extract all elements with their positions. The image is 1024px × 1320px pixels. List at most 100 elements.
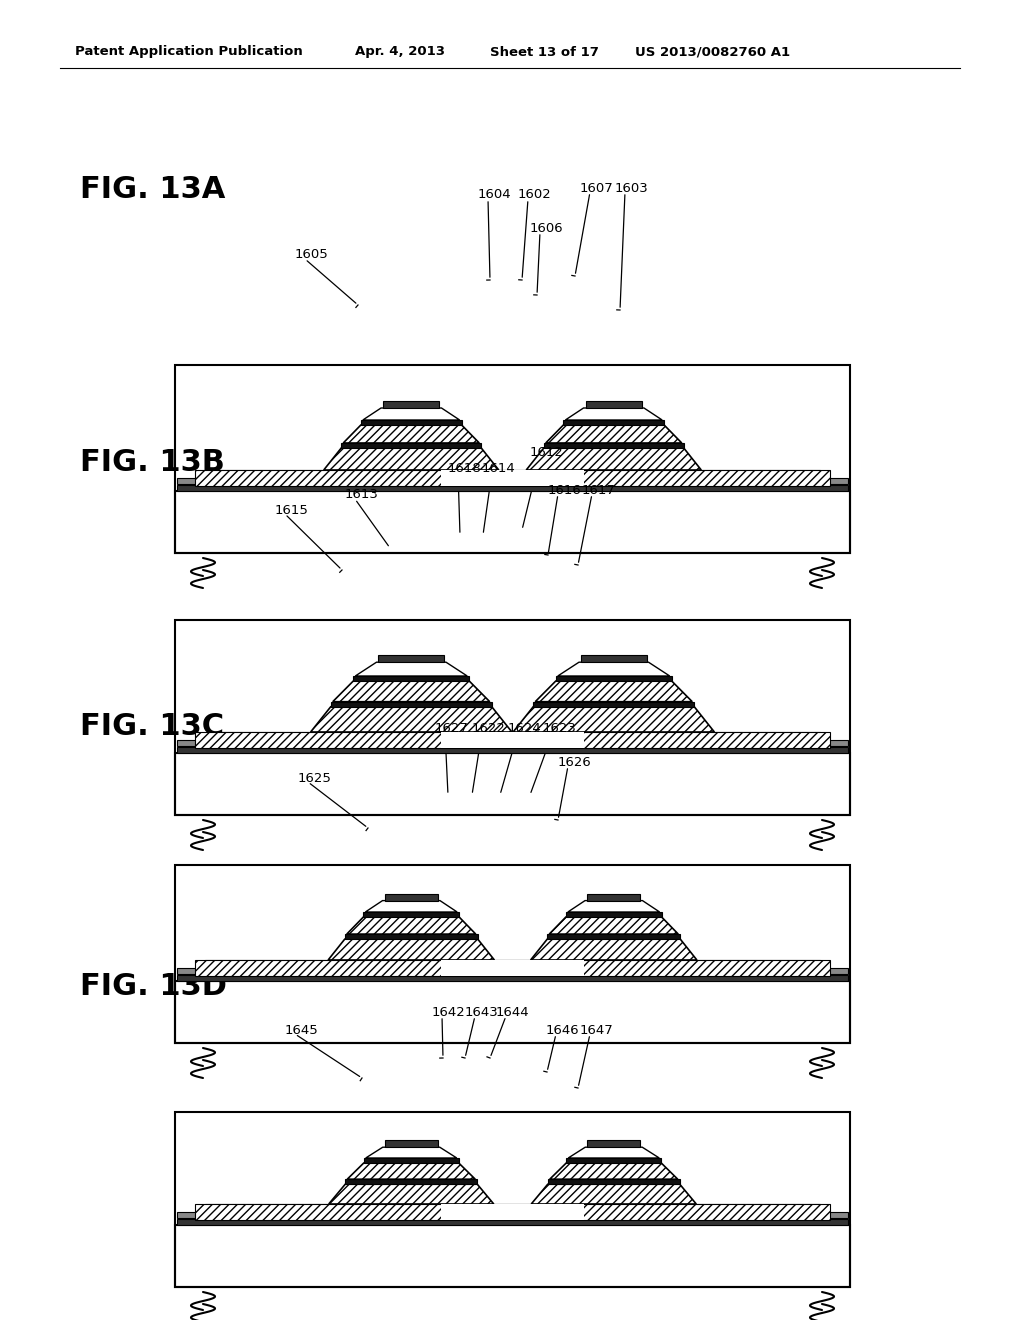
- Text: 1614: 1614: [482, 462, 516, 474]
- Bar: [360, 420, 462, 425]
- Text: 1627: 1627: [435, 722, 469, 734]
- Text: 1626: 1626: [558, 755, 592, 768]
- Bar: [379, 655, 444, 663]
- Text: 1606: 1606: [530, 222, 563, 235]
- Bar: [175, 1111, 850, 1287]
- Bar: [383, 401, 439, 408]
- Bar: [345, 1179, 477, 1184]
- Bar: [548, 1179, 680, 1184]
- Bar: [177, 747, 848, 752]
- Bar: [177, 478, 848, 484]
- Polygon shape: [347, 1163, 475, 1179]
- Polygon shape: [362, 408, 460, 420]
- Text: 1615: 1615: [275, 503, 309, 516]
- Text: FIG. 13D: FIG. 13D: [80, 972, 227, 1001]
- Polygon shape: [549, 917, 678, 935]
- Text: 1617: 1617: [582, 483, 615, 496]
- Text: FIG. 13B: FIG. 13B: [80, 447, 225, 477]
- Bar: [195, 960, 830, 975]
- Bar: [586, 401, 642, 408]
- Bar: [175, 491, 850, 553]
- Text: 1613: 1613: [345, 488, 379, 502]
- Bar: [177, 484, 848, 491]
- Text: 1605: 1605: [295, 248, 329, 261]
- Text: Apr. 4, 2013: Apr. 4, 2013: [355, 45, 445, 58]
- Polygon shape: [531, 1184, 696, 1204]
- Bar: [587, 894, 640, 900]
- Bar: [441, 733, 584, 748]
- Bar: [353, 676, 469, 681]
- Bar: [441, 470, 584, 486]
- Text: 1607: 1607: [580, 181, 613, 194]
- Bar: [205, 960, 820, 968]
- Text: 1646: 1646: [546, 1023, 580, 1036]
- Text: FIG. 13A: FIG. 13A: [80, 176, 225, 205]
- Bar: [441, 1204, 584, 1220]
- Polygon shape: [558, 663, 670, 676]
- Text: 1604: 1604: [478, 189, 512, 202]
- Bar: [385, 1140, 438, 1147]
- Bar: [177, 1218, 848, 1225]
- Polygon shape: [513, 706, 715, 733]
- Bar: [175, 981, 850, 1043]
- Text: 1602: 1602: [518, 189, 552, 202]
- Bar: [341, 444, 481, 447]
- Bar: [205, 470, 820, 478]
- Bar: [441, 960, 584, 975]
- Text: 1603: 1603: [615, 181, 649, 194]
- Bar: [364, 1158, 459, 1163]
- Polygon shape: [366, 1147, 457, 1158]
- Polygon shape: [530, 939, 697, 960]
- Bar: [175, 865, 850, 1043]
- Polygon shape: [366, 900, 457, 912]
- Bar: [175, 752, 850, 814]
- Polygon shape: [565, 408, 663, 420]
- Bar: [364, 912, 459, 917]
- Text: 1643: 1643: [465, 1006, 499, 1019]
- Text: 1624: 1624: [508, 722, 542, 734]
- Bar: [177, 968, 848, 974]
- Bar: [581, 655, 646, 663]
- Text: 1625: 1625: [298, 771, 332, 784]
- Bar: [177, 741, 848, 746]
- Polygon shape: [347, 917, 476, 935]
- Polygon shape: [328, 939, 495, 960]
- Text: 1618: 1618: [449, 462, 481, 474]
- Bar: [566, 912, 662, 917]
- Polygon shape: [568, 900, 659, 912]
- Polygon shape: [324, 447, 499, 470]
- Bar: [195, 470, 830, 486]
- Polygon shape: [343, 425, 479, 444]
- Bar: [177, 1212, 848, 1218]
- Bar: [385, 894, 438, 900]
- Polygon shape: [310, 706, 512, 733]
- Bar: [205, 1204, 820, 1212]
- Bar: [195, 1204, 830, 1220]
- Bar: [544, 444, 684, 447]
- Text: 1612: 1612: [530, 446, 564, 458]
- Text: 1622: 1622: [472, 722, 506, 734]
- Text: 1642: 1642: [432, 1006, 466, 1019]
- Bar: [205, 733, 820, 741]
- Text: Patent Application Publication: Patent Application Publication: [75, 45, 303, 58]
- Polygon shape: [329, 1184, 494, 1204]
- Text: 1645: 1645: [285, 1023, 318, 1036]
- Text: FIG. 13C: FIG. 13C: [80, 711, 224, 741]
- Polygon shape: [546, 425, 682, 444]
- Bar: [547, 935, 680, 939]
- Bar: [587, 1140, 640, 1147]
- Text: 1647: 1647: [580, 1023, 613, 1036]
- Text: 1616: 1616: [548, 483, 582, 496]
- Bar: [566, 1158, 662, 1163]
- Bar: [175, 1225, 850, 1287]
- Text: US 2013/0082760 A1: US 2013/0082760 A1: [635, 45, 791, 58]
- Bar: [175, 366, 850, 553]
- Polygon shape: [568, 1147, 659, 1158]
- Polygon shape: [526, 447, 701, 470]
- Polygon shape: [536, 681, 692, 702]
- Text: Sheet 13 of 17: Sheet 13 of 17: [490, 45, 599, 58]
- Polygon shape: [333, 681, 489, 702]
- Bar: [195, 733, 830, 748]
- Bar: [331, 702, 492, 706]
- Bar: [556, 676, 672, 681]
